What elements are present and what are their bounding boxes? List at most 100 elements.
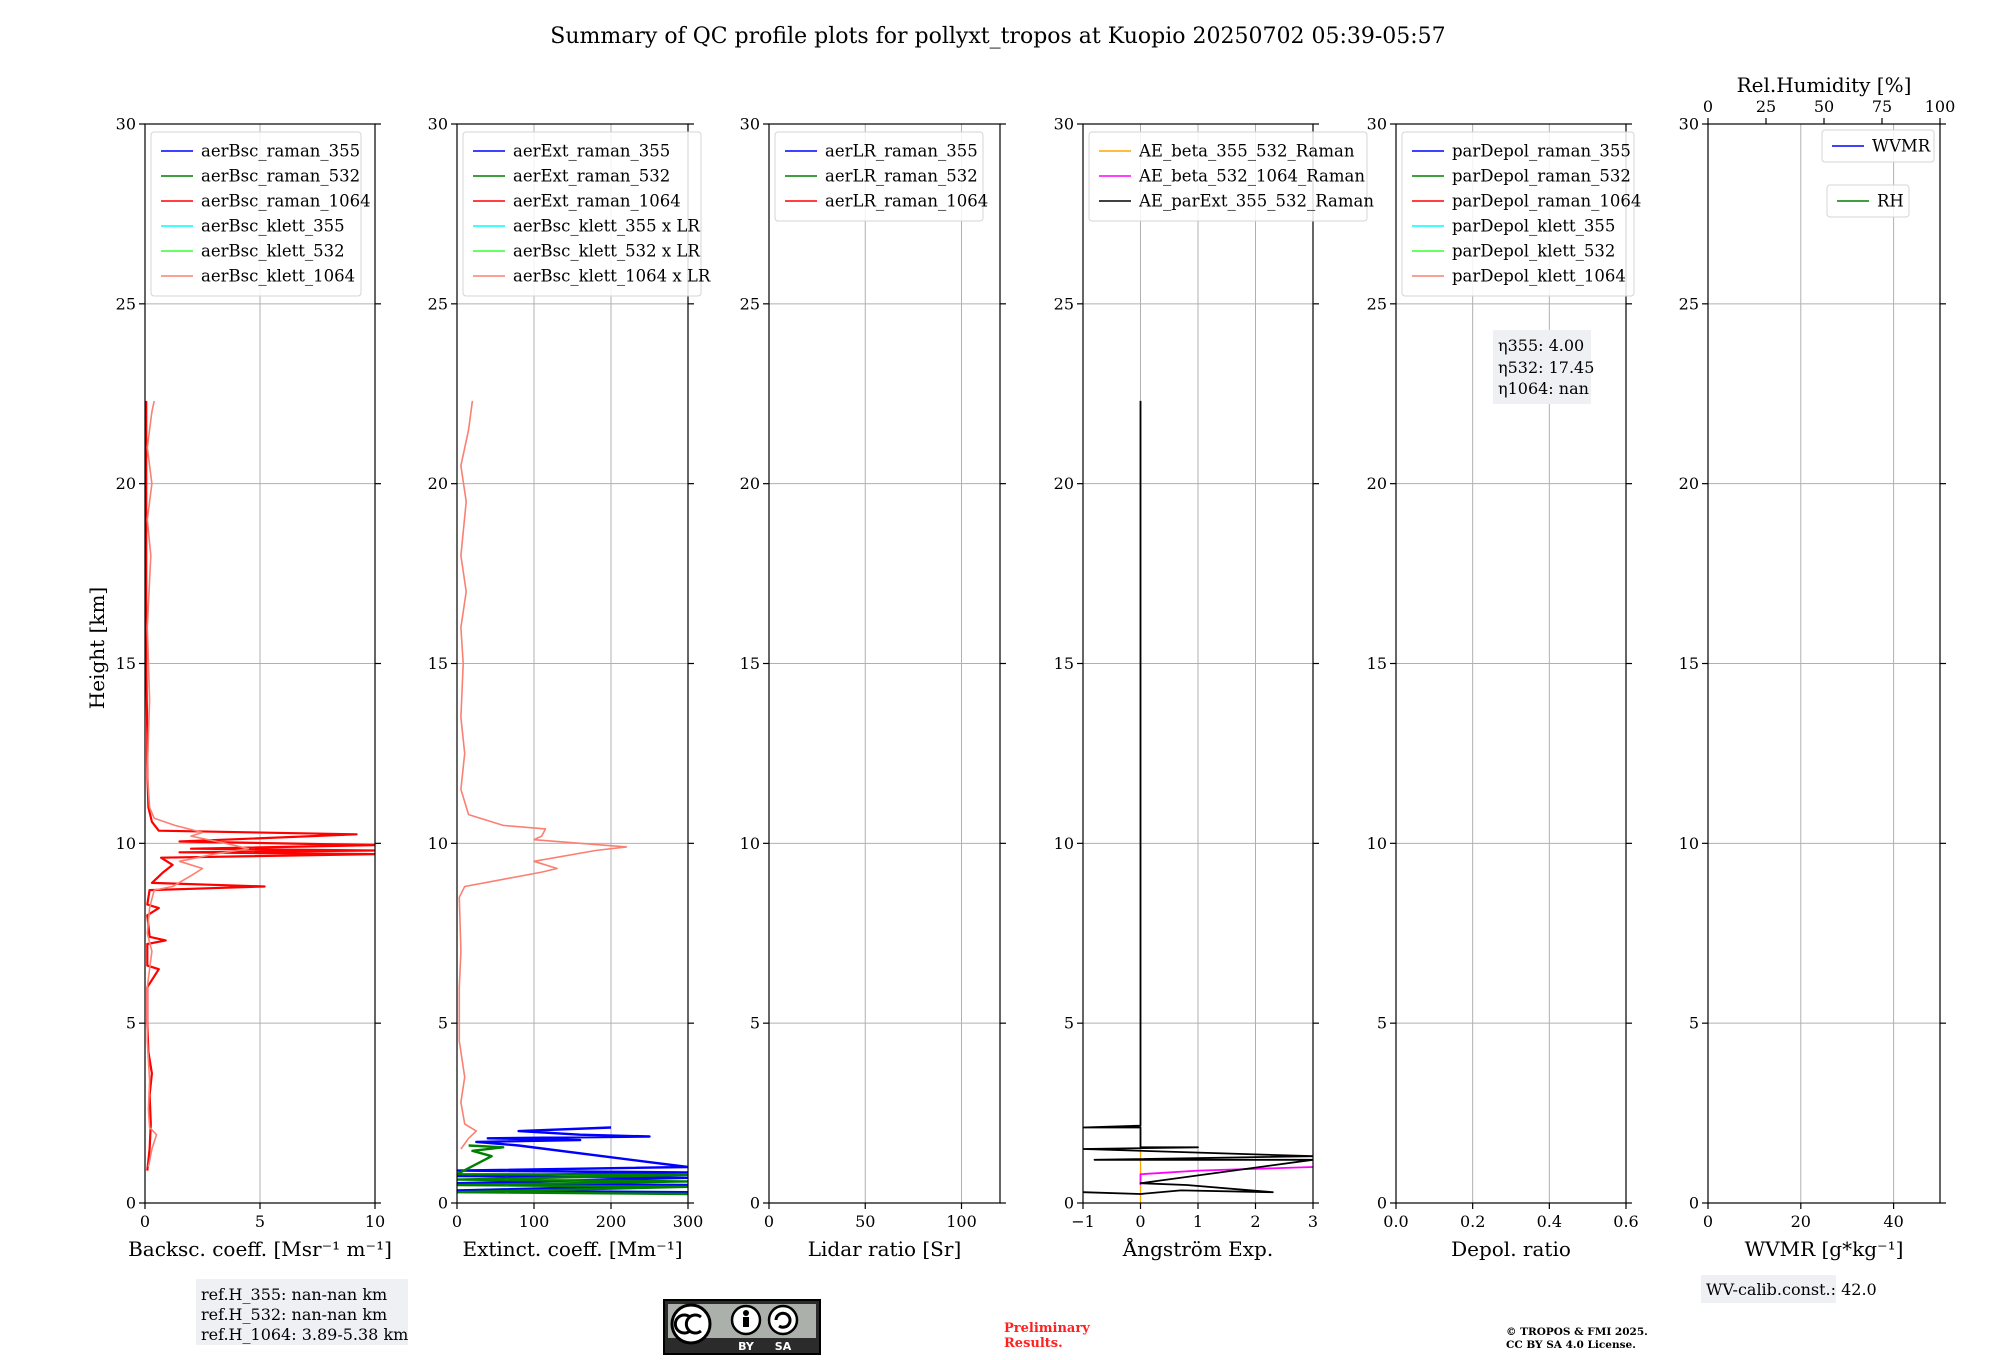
x-tick-label: 0 — [452, 1212, 462, 1231]
x-axis-label: Backsc. coeff. [Msr⁻¹ m⁻¹] — [128, 1237, 392, 1261]
y-tick-label: 30 — [1367, 115, 1387, 134]
x-tick-label: 40 — [1883, 1212, 1903, 1231]
y-tick-label: 20 — [1679, 474, 1699, 493]
x-tick-label: 0 — [140, 1212, 150, 1231]
y-tick-label: 10 — [428, 834, 448, 853]
y-tick-label: 25 — [1054, 294, 1074, 313]
legend-label: aerLR_raman_1064 — [825, 192, 988, 211]
legend-label: parDepol_klett_532 — [1452, 242, 1615, 261]
legend: AE_beta_355_532_Raman AE_beta_532_1064_Ra… — [1088, 131, 1374, 222]
legend-label: aerExt_raman_1064 — [513, 192, 681, 211]
legend-label: parDepol_raman_1064 — [1452, 192, 1641, 211]
y-tick-label: 20 — [116, 474, 136, 493]
x-tick-label: 3 — [1308, 1212, 1318, 1231]
series-aerExt_raman_532 — [457, 1144, 688, 1196]
sa-icon — [767, 1304, 799, 1336]
legend-label: aerBsc_klett_355 x LR — [513, 217, 700, 236]
y-tick-label: 10 — [1367, 834, 1387, 853]
top-x-tick-label: 50 — [1814, 97, 1834, 116]
legend-WVMR: WVMR — [1821, 129, 1935, 163]
x-tick-label: 300 — [673, 1212, 704, 1231]
series-group — [145, 400, 375, 1171]
x-tick-label: 1 — [1193, 1212, 1203, 1231]
legend-label: aerBsc_raman_1064 — [201, 192, 371, 211]
legend: aerLR_raman_355 aerLR_raman_532 aerLR_rama… — [774, 131, 988, 222]
x-tick-label: 0.6 — [1613, 1212, 1638, 1231]
legend-label: parDepol_raman_532 — [1452, 167, 1631, 186]
ref-height-1064: ref.H_1064: 3.89-5.38 km — [201, 1325, 408, 1344]
x-tick-label: 0.4 — [1537, 1212, 1562, 1231]
legend-label: parDepol_klett_1064 — [1452, 267, 1626, 286]
y-tick-label: 15 — [116, 654, 136, 673]
x-tick-label: 5 — [255, 1212, 265, 1231]
y-tick-label: 25 — [740, 294, 760, 313]
legend: aerExt_raman_355 aerExt_raman_532 aerExt_r… — [462, 131, 711, 297]
wv-calib-const: WV-calib.const.: 42.0 — [1706, 1280, 1877, 1299]
y-tick-label: 10 — [1679, 834, 1699, 853]
y-tick-label: 30 — [428, 115, 448, 134]
x-axis-label: Lidar ratio [Sr] — [808, 1237, 962, 1261]
y-tick-label: 10 — [116, 834, 136, 853]
y-tick-label: 0 — [438, 1194, 448, 1213]
figure-title: Summary of QC profile plots for pollyxt_… — [550, 24, 1445, 49]
y-tick-label: 10 — [740, 834, 760, 853]
x-tick-label: −1 — [1071, 1212, 1095, 1231]
legend: aerBsc_raman_355 aerBsc_raman_532 aerBsc_r… — [150, 131, 371, 297]
series-aerBsc_raman_1064 — [145, 400, 375, 1171]
y-tick-label: 5 — [1377, 1014, 1387, 1033]
legend-label: aerBsc_klett_355 — [201, 217, 345, 236]
ref-height-355: ref.H_355: nan-nan km — [201, 1285, 387, 1304]
cc-license-badge: BY SA — [663, 1299, 821, 1355]
y-tick-label: 10 — [1054, 834, 1074, 853]
y-tick-label: 30 — [116, 115, 136, 134]
preliminary-line-2: Results. — [1004, 1336, 1063, 1351]
preliminary-note: Preliminary Results. — [1004, 1321, 1090, 1351]
legend-label: aerBsc_klett_1064 x LR — [513, 267, 711, 286]
y-tick-label: 20 — [1367, 474, 1387, 493]
x-axis-label: Depol. ratio — [1451, 1237, 1571, 1261]
series-AE_parExt_355_532_Raman — [1083, 400, 1313, 1195]
x-tick-label: 50 — [855, 1212, 875, 1231]
x-tick-label: 20 — [1791, 1212, 1811, 1231]
x-tick-label: 0 — [1135, 1212, 1145, 1231]
series-aerBsc_klett_1064 x LR — [458, 400, 628, 1150]
x-tick-label: 200 — [596, 1212, 627, 1231]
legend-label: parDepol_raman_355 — [1452, 142, 1631, 161]
cc-by-label: BY — [738, 1340, 755, 1353]
y-tick-label: 0 — [1377, 1194, 1387, 1213]
panel-bsc: 0 5 10 15 20 25 30 0 5 10 Backsc. coeff. [Msr⁻¹ m⁻… — [116, 115, 392, 1262]
x-axis-label: WVMR [g*kg⁻¹] — [1745, 1237, 1904, 1261]
y-tick-label: 5 — [750, 1014, 760, 1033]
y-tick-label: 15 — [1679, 654, 1699, 673]
wv-calib-box: WV-calib.const.: 42.0 — [1701, 1275, 1877, 1303]
x-tick-label: 10 — [365, 1212, 385, 1231]
y-tick-label: 15 — [740, 654, 760, 673]
y-tick-label: 0 — [126, 1194, 136, 1213]
legend-label: AE_beta_532_1064_Raman — [1138, 167, 1365, 186]
series-group — [1083, 400, 1313, 1203]
top-x-axis-label: Rel.Humidity [%] — [1737, 73, 1912, 97]
legend-label: aerBsc_klett_532 x LR — [513, 242, 700, 261]
y-tick-label: 5 — [438, 1014, 448, 1033]
x-tick-label: 0.0 — [1383, 1212, 1408, 1231]
copyright-line-2: CC BY SA 4.0 License. — [1506, 1339, 1636, 1351]
y-tick-label: 0 — [750, 1194, 760, 1213]
y-tick-label: 30 — [1679, 115, 1699, 134]
legend-label: aerExt_raman_355 — [513, 142, 670, 161]
top-x-tick-label: 100 — [1925, 97, 1956, 116]
ref-height-box: ref.H_355: nan-nan km ref.H_532: nan-nan… — [196, 1279, 408, 1345]
legend-label: aerBsc_klett_1064 — [201, 267, 355, 286]
eta-355: η355: 4.00 — [1498, 336, 1584, 355]
y-tick-label: 5 — [126, 1014, 136, 1033]
legend-label: aerLR_raman_355 — [825, 142, 978, 161]
ref-height-532: ref.H_532: nan-nan km — [201, 1305, 387, 1324]
eta-box: η355: 4.00 η532: 17.45 η1064: nan — [1493, 330, 1594, 404]
x-tick-label: 0 — [764, 1212, 774, 1231]
legend-RH: RH — [1826, 184, 1910, 218]
top-x-tick-label: 75 — [1872, 97, 1892, 116]
x-tick-label: 2 — [1250, 1212, 1260, 1231]
x-axis-label: Ångström Exp. — [1122, 1236, 1273, 1261]
y-tick-label: 0 — [1689, 1194, 1699, 1213]
preliminary-line-1: Preliminary — [1004, 1321, 1090, 1336]
